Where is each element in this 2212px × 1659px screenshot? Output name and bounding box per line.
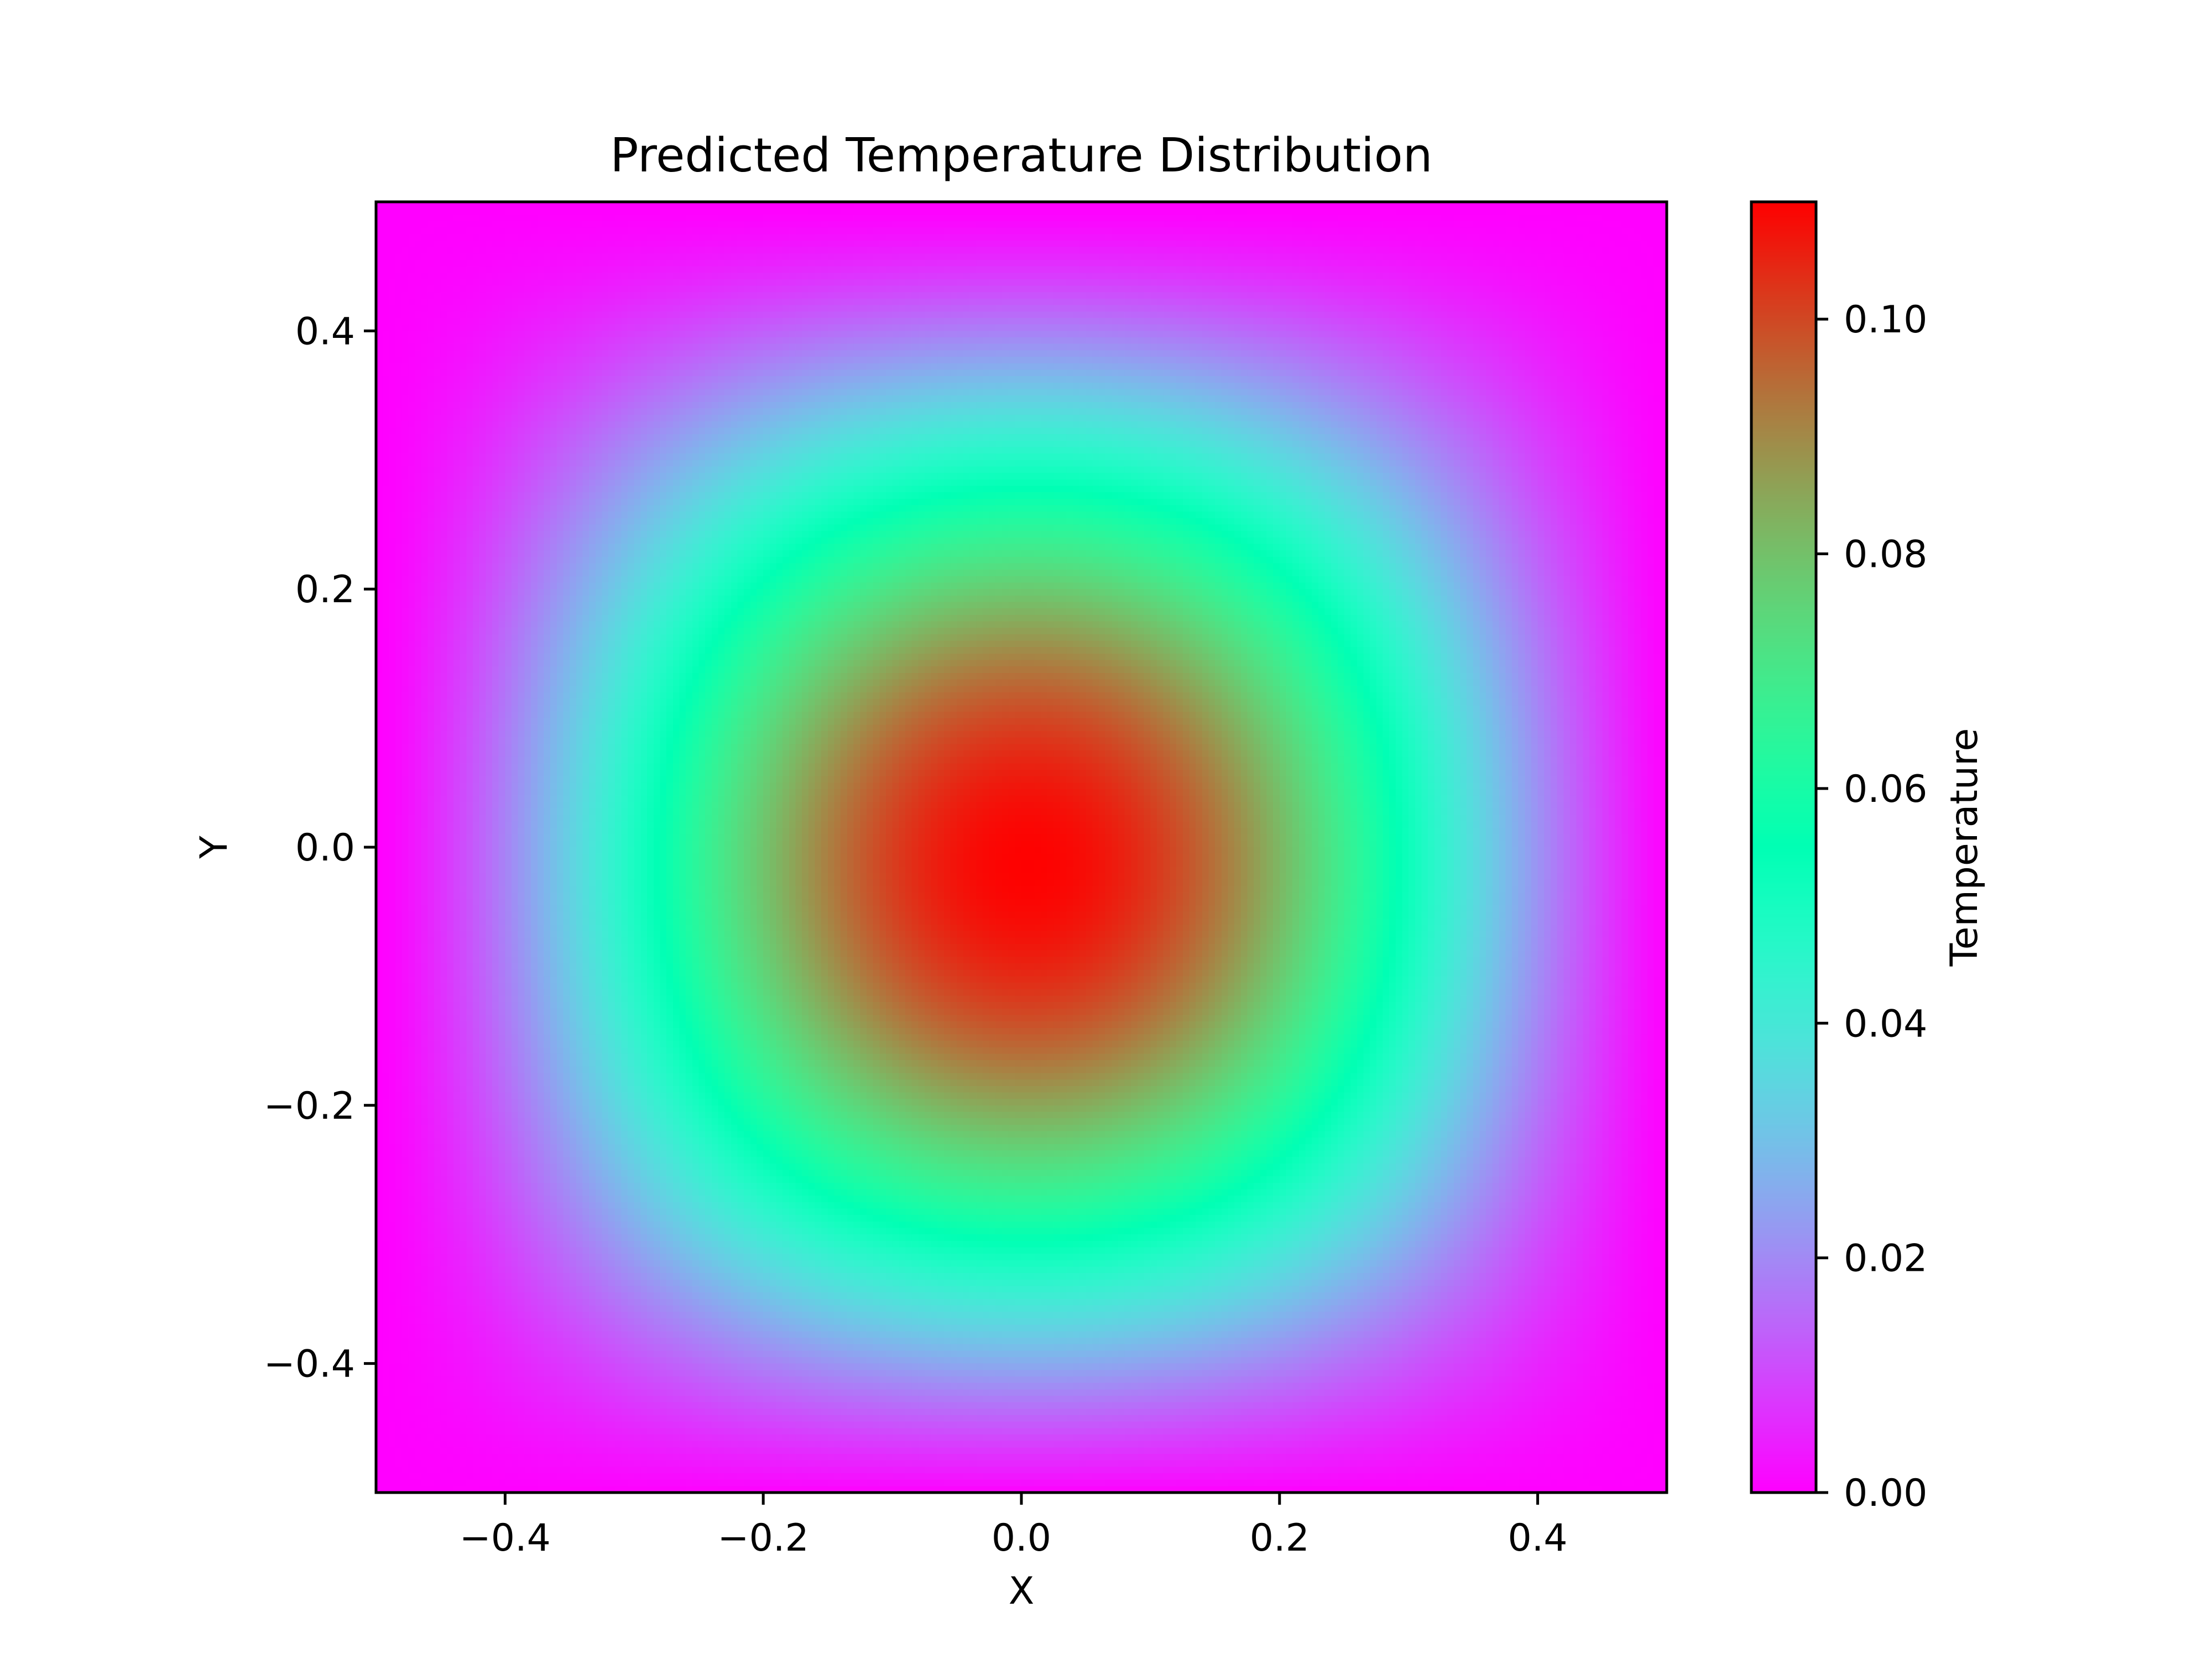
x-tick-label: −0.4 bbox=[460, 1516, 551, 1560]
colorbar-frame bbox=[1750, 200, 1818, 1494]
x-tick-label: 0.2 bbox=[1250, 1516, 1310, 1560]
x-tick-label: 0.0 bbox=[992, 1516, 1051, 1560]
colorbar-label: Temperature bbox=[1943, 728, 1986, 967]
y-axis-label: Y bbox=[192, 836, 236, 859]
y-axis-ticks: −0.4 −0.2 0.0 0.2 0.4 bbox=[264, 310, 376, 1386]
colorbar-tick-label: 0.00 bbox=[1844, 1472, 1927, 1515]
y-tick-label: 0.2 bbox=[295, 568, 355, 612]
y-tick-label: −0.4 bbox=[264, 1343, 355, 1386]
colorbar-area bbox=[1751, 202, 1816, 1493]
chart-title: Predicted Temperature Distribution bbox=[610, 128, 1432, 183]
heatmap-area bbox=[376, 202, 1667, 1493]
colorbar-tick-label: 0.08 bbox=[1844, 533, 1927, 577]
colorbar-tick-label: 0.10 bbox=[1844, 298, 1927, 342]
colorbar-tick-label: 0.06 bbox=[1844, 768, 1927, 811]
x-axis-label: X bbox=[1009, 1569, 1035, 1613]
heatmap-canvas bbox=[376, 202, 1667, 1493]
x-tick-label: −0.2 bbox=[718, 1516, 809, 1560]
colorbar-ticks: 0.00 0.02 0.04 0.06 0.08 0.10 bbox=[1816, 298, 1927, 1515]
colorbar-tick-label: 0.04 bbox=[1844, 1002, 1927, 1046]
y-tick-label: 0.4 bbox=[295, 310, 355, 353]
y-tick-label: 0.0 bbox=[295, 826, 355, 870]
x-axis-ticks: −0.4 −0.2 0.0 0.2 0.4 bbox=[460, 1493, 1568, 1560]
x-tick-label: 0.4 bbox=[1508, 1516, 1568, 1560]
y-tick-label: −0.2 bbox=[264, 1084, 355, 1128]
colorbar-tick-label: 0.02 bbox=[1844, 1237, 1927, 1281]
colorbar-gradient bbox=[1751, 202, 1816, 1493]
